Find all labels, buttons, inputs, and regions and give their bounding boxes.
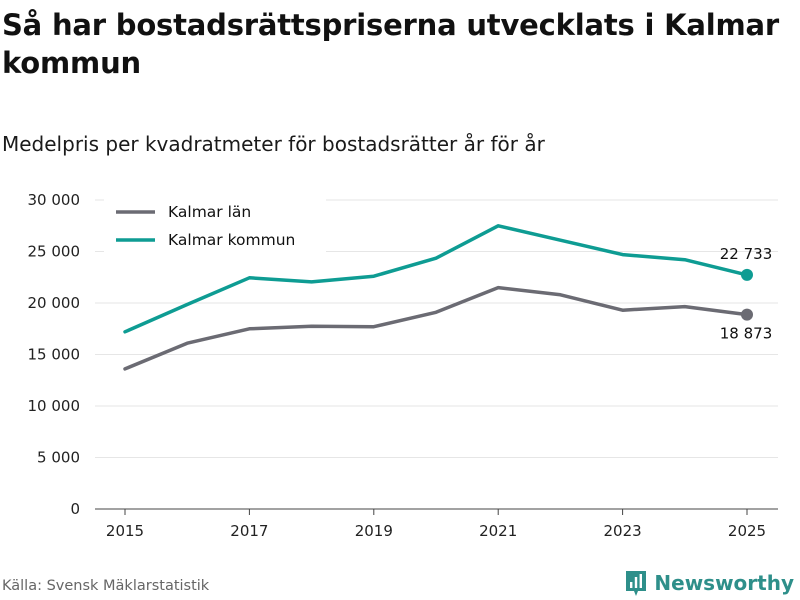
source-note: Källa: Svensk Mäklarstatistik	[2, 578, 210, 594]
x-tick-label: 2025	[728, 522, 766, 540]
legend: Kalmar län Kalmar kommun	[104, 197, 326, 257]
y-tick-label: 20 000	[28, 294, 81, 312]
legend-label: Kalmar län	[168, 203, 251, 221]
y-tick-label: 10 000	[28, 397, 81, 415]
x-tick-label: 2023	[604, 522, 642, 540]
x-tick-label: 2015	[106, 522, 144, 540]
y-tick-label: 5 000	[37, 449, 80, 467]
x-tick-label: 2019	[355, 522, 393, 540]
legend-background	[104, 197, 326, 257]
x-tick-label: 2017	[230, 522, 268, 540]
x-tick-label: 2021	[479, 522, 517, 540]
series-line-kalmar-kommun	[123, 224, 749, 334]
chart-title: Så har bostadsrättspriserna utvecklats i…	[2, 8, 779, 80]
end-value-label: 18 873	[720, 325, 773, 343]
y-tick-label: 25 000	[28, 243, 81, 261]
data-point-kalmar-lan	[741, 308, 753, 321]
y-tick-label: 30 000	[28, 191, 81, 209]
series-line-kalmar-lan	[123, 285, 749, 371]
newsworthy-logo-icon	[626, 571, 647, 596]
brand-name: Newsworthy	[654, 571, 794, 595]
legend-label: Kalmar kommun	[168, 231, 295, 249]
end-value-label: 22 733	[720, 245, 773, 263]
y-tick-label: 15 000	[28, 346, 81, 364]
axes: 0 5 000 10 000 15 000 20 000 25 000 30 000 2015…	[28, 191, 778, 540]
brand: Newsworthy	[624, 568, 794, 598]
series-lines: 18 873 22 733	[123, 224, 773, 371]
y-tick-label: 0	[70, 500, 80, 518]
chart-subtitle: Medelpris per kvadratmeter för bostadsrä…	[2, 132, 545, 156]
data-point-kalmar-kommun	[741, 268, 753, 281]
